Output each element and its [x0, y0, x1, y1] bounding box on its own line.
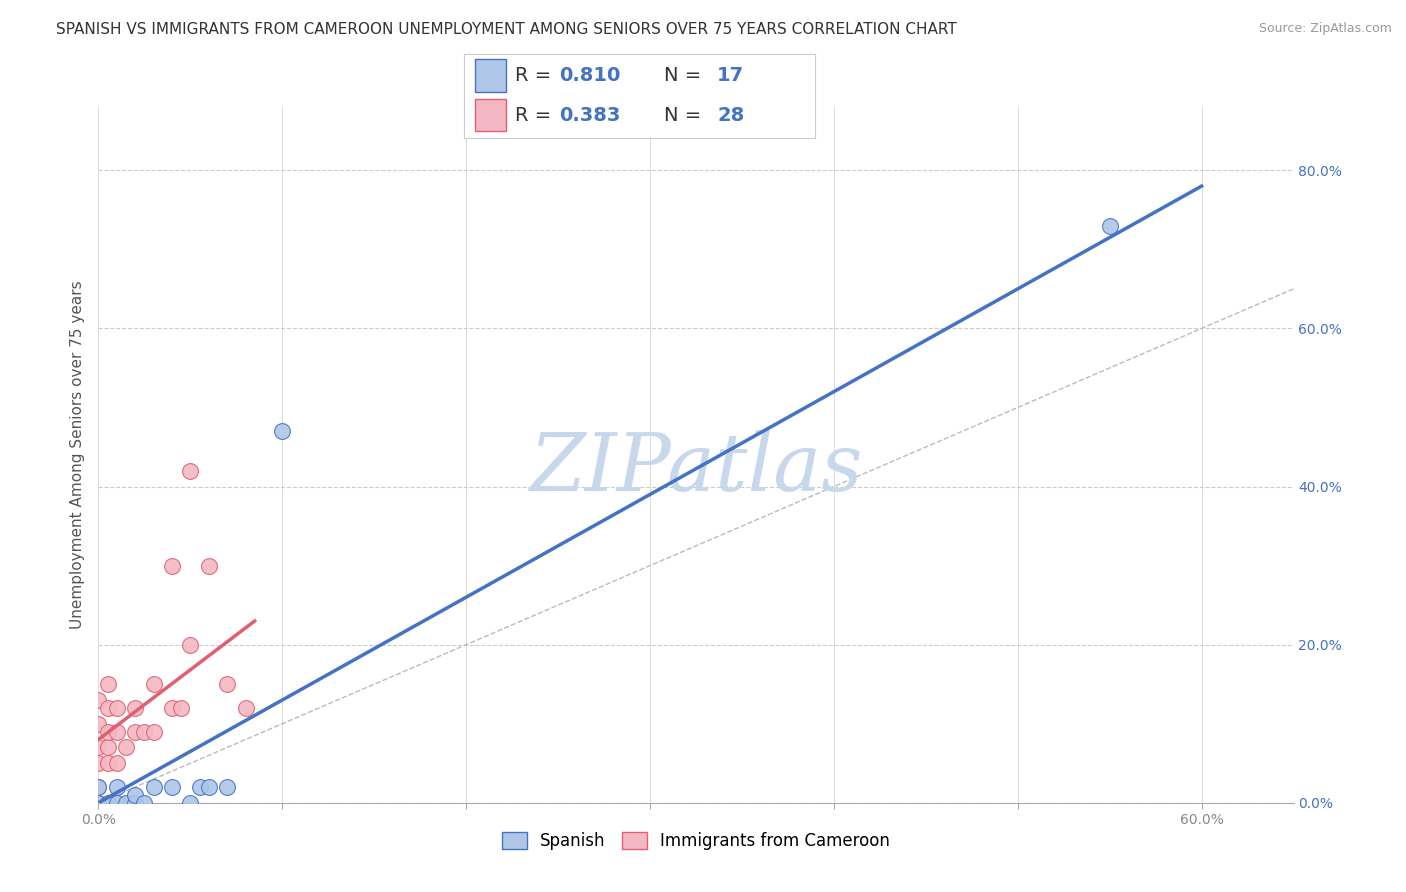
Legend: Spanish, Immigrants from Cameroon: Spanish, Immigrants from Cameroon [495, 826, 897, 857]
Point [105, 724, 128, 739]
Point [134, 724, 156, 739]
Point [160, 558, 183, 573]
Point [217, 677, 239, 691]
Text: N =: N = [665, 66, 707, 85]
Point [97, 756, 120, 771]
Point [87, 693, 110, 707]
Text: ZIPatlas: ZIPatlas [529, 430, 863, 508]
Point [1098, 219, 1121, 233]
Point [87, 780, 110, 794]
Point [179, 796, 201, 810]
Bar [475, 99, 506, 131]
Point [142, 780, 165, 794]
Point [160, 701, 183, 715]
Point [134, 796, 156, 810]
Point [124, 788, 146, 802]
Point [160, 780, 183, 794]
Point [142, 724, 165, 739]
Bar [475, 60, 506, 92]
Point [97, 677, 120, 691]
Point [87, 716, 110, 731]
Point [115, 796, 138, 810]
Point [179, 638, 201, 652]
Point [197, 780, 219, 794]
Text: SPANISH VS IMMIGRANTS FROM CAMEROON UNEMPLOYMENT AMONG SENIORS OVER 75 YEARS COR: SPANISH VS IMMIGRANTS FROM CAMEROON UNEM… [56, 22, 957, 37]
Text: Source: ZipAtlas.com: Source: ZipAtlas.com [1258, 22, 1392, 36]
Point [105, 756, 128, 771]
Text: R =: R = [515, 106, 557, 125]
Point [105, 701, 128, 715]
Text: N =: N = [665, 106, 707, 125]
Point [97, 796, 120, 810]
Point [87, 780, 110, 794]
Text: 0.810: 0.810 [560, 66, 620, 85]
Point [87, 740, 110, 755]
Point [197, 558, 219, 573]
Point [142, 677, 165, 691]
Point [271, 424, 294, 438]
Point [87, 796, 110, 810]
Point [105, 780, 128, 794]
Point [124, 796, 146, 810]
Point [124, 701, 146, 715]
Point [97, 740, 120, 755]
Point [105, 796, 128, 810]
Text: 28: 28 [717, 106, 744, 125]
Point [124, 724, 146, 739]
Point [188, 780, 211, 794]
Point [179, 464, 201, 478]
Text: R =: R = [515, 66, 557, 85]
Point [235, 701, 257, 715]
Text: 17: 17 [717, 66, 744, 85]
Text: 0.383: 0.383 [560, 106, 620, 125]
Point [87, 796, 110, 810]
Point [217, 780, 239, 794]
Point [97, 701, 120, 715]
Point [170, 701, 193, 715]
Point [115, 740, 138, 755]
Y-axis label: Unemployment Among Seniors over 75 years: Unemployment Among Seniors over 75 years [69, 281, 84, 629]
Point [87, 756, 110, 771]
Point [97, 724, 120, 739]
